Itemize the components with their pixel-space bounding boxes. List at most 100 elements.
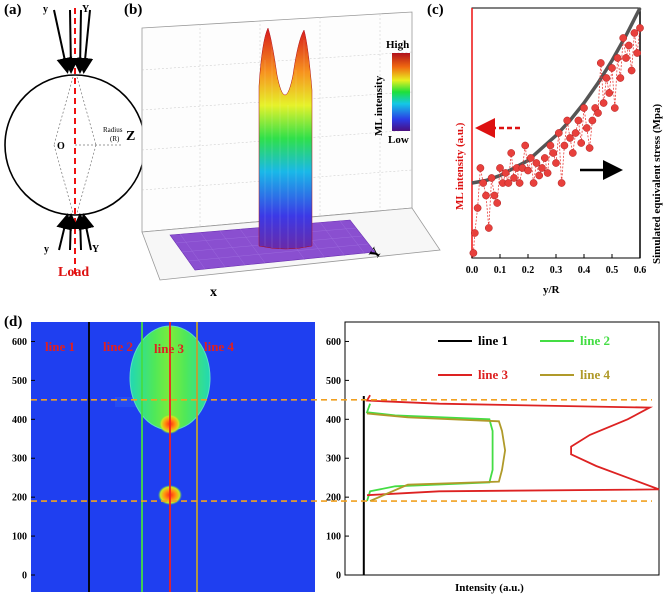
map-y-ticks: 0 100 200 300 400 500 600 xyxy=(12,337,35,582)
ml-point xyxy=(566,134,574,142)
colorbar-title: ML intensity xyxy=(373,75,385,136)
panel-d: (d) 0 100 200 300 400 500 600 line 1 line 2 li… xyxy=(4,314,315,592)
map-tick-label: 0 xyxy=(22,571,27,582)
x-tick-label-c: 0.3 xyxy=(550,265,563,276)
panel-c-label: (c) xyxy=(427,2,444,18)
ml-scatter-series xyxy=(469,24,644,257)
ml-point xyxy=(515,179,524,187)
ml-point xyxy=(636,24,644,32)
map-label-line-2: line 2 xyxy=(103,339,133,354)
ml-point xyxy=(493,199,502,207)
y-tick-label-d: 500 xyxy=(326,376,341,387)
colorbar-high: High xyxy=(386,39,409,51)
ml-point xyxy=(585,144,594,152)
ml-connect-line xyxy=(473,27,641,254)
load-label: Load xyxy=(58,265,89,280)
ml-point xyxy=(470,229,479,237)
y-tick-label-d: 100 xyxy=(326,532,341,543)
ylabel-left-c: ML intensity (a.u.) xyxy=(454,122,466,210)
ml-point xyxy=(482,191,490,200)
ml-point xyxy=(588,116,597,125)
map-tick-label: 300 xyxy=(12,454,27,465)
panel-b: (b) Z x Y High xyxy=(124,2,441,300)
x-tick-label-c: 0.0 xyxy=(466,265,479,276)
ml-point xyxy=(469,249,478,257)
ml-point xyxy=(577,139,586,147)
panel-a-label: (a) xyxy=(4,2,22,18)
ml-point xyxy=(549,149,558,157)
ml-point xyxy=(501,169,510,177)
ml-point xyxy=(568,149,577,157)
map-tick-label: 600 xyxy=(12,337,27,348)
reference-lines xyxy=(31,399,652,502)
y-ticks-d: 0 100 200 300 400 500 600 xyxy=(326,337,349,582)
center-label: O xyxy=(57,141,65,152)
map-label-line-4: line 4 xyxy=(204,339,234,354)
ml-point xyxy=(524,166,532,175)
arrow-top-3 xyxy=(72,9,89,74)
y-tick-label-d: 400 xyxy=(326,415,341,426)
panel-a: (a) y Y O Radius (R) y Y Load xyxy=(4,2,146,280)
colorbar xyxy=(392,53,410,131)
ml-point xyxy=(521,141,530,150)
map-tick-label: 200 xyxy=(12,493,27,504)
map-label-line-1: line 1 xyxy=(45,339,75,354)
ml-point xyxy=(484,224,493,232)
profile-line-3 xyxy=(365,394,660,497)
ml-point xyxy=(557,179,566,187)
x-ticks-c: 0.0 0.1 0.2 0.3 0.4 0.5 0.6 xyxy=(466,254,646,276)
ml-point xyxy=(507,149,516,157)
panel-b-label: (b) xyxy=(124,2,142,18)
x-tick-label-c: 0.5 xyxy=(606,265,619,276)
ml-point xyxy=(479,179,488,187)
ml-point xyxy=(571,129,580,137)
ml-point xyxy=(526,154,535,162)
arrow-bottom-4 xyxy=(78,213,95,251)
ml-point xyxy=(624,41,633,50)
z-axis-label: Z xyxy=(126,129,135,144)
y-tick-label-d: 200 xyxy=(326,493,341,504)
ml-point xyxy=(596,59,605,67)
map-tick-label: 100 xyxy=(12,532,27,543)
map-tick-label: 500 xyxy=(12,376,27,387)
ml-point xyxy=(473,204,482,212)
x-tick-label-c: 0.4 xyxy=(578,265,591,276)
panel-c: (c) 0.0 0.1 0.2 0.3 0.4 0.5 0.6 ML intensity (… xyxy=(427,2,663,296)
xlabel-c: y/R xyxy=(543,284,561,296)
ml-point xyxy=(554,129,563,137)
legend-label: line 3 xyxy=(478,367,508,382)
ylabel-right-c: Simulated equivalent stress (Mpa) xyxy=(651,103,663,264)
label-y-bottom: y xyxy=(44,244,49,255)
stress-curve-line xyxy=(471,7,642,185)
legend-label: line 2 xyxy=(580,333,610,348)
label-Y-bottom: Y xyxy=(92,244,100,255)
ml-point xyxy=(560,141,569,150)
legend-label: line 4 xyxy=(580,367,610,382)
ml-point xyxy=(532,159,541,167)
profile-line-2 xyxy=(365,403,494,502)
ml-point xyxy=(605,89,614,97)
map-label-line-3: line 3 xyxy=(154,341,184,356)
ml-point xyxy=(616,74,625,82)
label-Y-top: Y xyxy=(82,4,90,15)
ml-point xyxy=(619,34,628,42)
ml-point xyxy=(496,164,504,172)
intensity-peak xyxy=(258,27,313,250)
label-y-top: y xyxy=(43,4,48,15)
ml-point xyxy=(546,141,555,150)
ml-point xyxy=(510,174,518,182)
ml-point xyxy=(599,99,608,107)
x-tick-label-c: 0.1 xyxy=(494,265,507,276)
x-axis-label: x xyxy=(210,285,217,300)
arrow-top-1 xyxy=(53,9,73,74)
legend-d: line 1 line 2 line 3 line 4 xyxy=(438,333,610,382)
ml-point xyxy=(622,54,630,62)
y-tick-label-d: 300 xyxy=(326,454,341,465)
ml-point xyxy=(633,49,642,57)
ml-point xyxy=(529,179,538,187)
ml-point xyxy=(580,104,588,112)
ml-point xyxy=(543,169,552,177)
ml-point xyxy=(476,164,485,172)
map-tick-label: 400 xyxy=(12,415,27,426)
